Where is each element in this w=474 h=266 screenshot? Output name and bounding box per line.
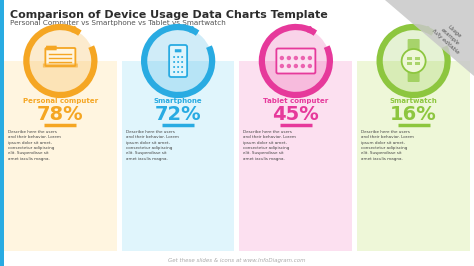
Bar xyxy=(415,57,419,60)
Circle shape xyxy=(287,64,291,68)
Circle shape xyxy=(173,71,175,73)
Text: 78%: 78% xyxy=(37,105,84,124)
Circle shape xyxy=(181,56,183,58)
Text: 45%: 45% xyxy=(273,105,319,124)
Circle shape xyxy=(262,27,330,95)
Text: Usage
example
fully editable: Usage example fully editable xyxy=(431,18,469,55)
Polygon shape xyxy=(385,0,474,76)
Text: Tablet computer: Tablet computer xyxy=(263,98,328,104)
Circle shape xyxy=(177,71,179,73)
Circle shape xyxy=(181,71,183,73)
FancyBboxPatch shape xyxy=(175,49,182,52)
Circle shape xyxy=(173,66,175,68)
Text: Describe here the users
and their behavior. Lorem
ipsum dolor sit amet,
consecte: Describe here the users and their behavi… xyxy=(126,130,179,161)
Circle shape xyxy=(144,27,212,95)
Text: Get these slides & icons at www.InfoDiagram.com: Get these slides & icons at www.InfoDiag… xyxy=(168,258,306,263)
Bar xyxy=(415,62,419,65)
Text: Smartphone: Smartphone xyxy=(154,98,202,104)
Text: Describe here the users
and their behavior. Lorem
ipsum dolor sit amet,
consecte: Describe here the users and their behavi… xyxy=(244,130,297,161)
FancyBboxPatch shape xyxy=(408,70,419,82)
FancyBboxPatch shape xyxy=(46,46,57,50)
FancyBboxPatch shape xyxy=(408,39,419,51)
Circle shape xyxy=(287,56,291,60)
Circle shape xyxy=(401,49,426,73)
Bar xyxy=(122,61,235,251)
Bar xyxy=(239,61,352,251)
Circle shape xyxy=(301,56,305,60)
Circle shape xyxy=(308,56,312,60)
Circle shape xyxy=(177,66,179,68)
FancyBboxPatch shape xyxy=(43,64,78,68)
Circle shape xyxy=(380,27,447,95)
Text: 72%: 72% xyxy=(155,105,201,124)
Circle shape xyxy=(280,56,284,60)
Circle shape xyxy=(280,64,284,68)
Circle shape xyxy=(27,27,94,95)
Circle shape xyxy=(294,64,298,68)
Bar xyxy=(4,61,117,251)
FancyBboxPatch shape xyxy=(169,45,187,77)
Circle shape xyxy=(181,66,183,68)
Circle shape xyxy=(177,61,179,63)
FancyBboxPatch shape xyxy=(276,48,315,73)
Circle shape xyxy=(177,56,179,58)
Circle shape xyxy=(173,61,175,63)
Text: Smartwatch: Smartwatch xyxy=(390,98,438,104)
Circle shape xyxy=(181,61,183,63)
Bar xyxy=(407,57,411,60)
Bar xyxy=(0,0,4,266)
Text: Describe here the users
and their behavior. Lorem
ipsum dolor sit amet,
consecte: Describe here the users and their behavi… xyxy=(361,130,414,161)
Circle shape xyxy=(301,64,305,68)
Circle shape xyxy=(294,56,298,60)
Circle shape xyxy=(308,64,312,68)
Text: Describe here the users
and their behavior. Lorem
ipsum dolor sit amet,
consecte: Describe here the users and their behavi… xyxy=(8,130,61,161)
Bar xyxy=(357,61,470,251)
Text: 16%: 16% xyxy=(390,105,437,124)
Text: Comparison of Device Usage Data Charts Template: Comparison of Device Usage Data Charts T… xyxy=(10,10,328,20)
Text: Personal computer: Personal computer xyxy=(23,98,98,104)
FancyBboxPatch shape xyxy=(46,48,75,66)
Bar xyxy=(407,62,411,65)
Circle shape xyxy=(173,56,175,58)
Text: Personal Computer vs Smartphone vs Tablet vs Smartwatch: Personal Computer vs Smartphone vs Table… xyxy=(10,20,226,26)
